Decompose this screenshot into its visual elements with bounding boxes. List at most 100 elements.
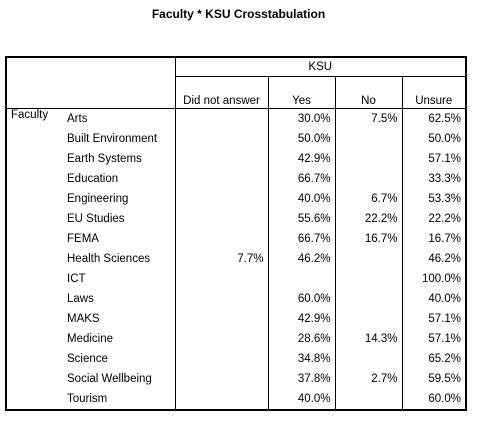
- cell-no: 14.3%: [335, 329, 403, 349]
- table-row: EU Studies 55.6% 22.2% 22.2%: [6, 209, 466, 229]
- row-label: Science: [63, 349, 176, 369]
- cell-unsure: 60.0%: [428, 393, 461, 405]
- crosstab-table: KSU Did not answer Yes No Unsure Faculty…: [5, 56, 467, 411]
- cell-did-not-answer: [175, 309, 269, 329]
- cell-did-not-answer: [175, 149, 269, 169]
- cell-yes: 28.6%: [268, 329, 336, 349]
- cell-did-not-answer: [175, 129, 269, 149]
- table-row: Science 34.8% 65.2%: [6, 349, 466, 369]
- cell-no: 7.5%: [335, 108, 403, 129]
- table-row: MAKS 42.9% 57.1%: [6, 309, 466, 329]
- row-label: Education: [63, 169, 176, 189]
- row-label: Engineering: [63, 189, 176, 209]
- cell-unsure: 59.5%: [428, 373, 461, 385]
- cell-no: 6.7%: [335, 189, 403, 209]
- table-row: Faculty Arts 30.0% 7.5% 62.5%: [6, 108, 466, 129]
- col-header-did-not-answer: Did not answer: [175, 76, 269, 109]
- cell-no: 22.2%: [335, 209, 403, 229]
- cell-unsure: 22.2%: [428, 213, 461, 225]
- row-label: Arts: [63, 108, 176, 129]
- table-row: Education 66.7% 33.3%: [6, 169, 466, 189]
- col-header-yes: Yes: [268, 76, 336, 109]
- cell-no: [335, 349, 403, 369]
- stub-header: [6, 57, 176, 109]
- cell-no: [335, 149, 403, 169]
- cell-unsure: 57.1%: [428, 333, 461, 345]
- cell-did-not-answer: [175, 269, 269, 289]
- cell-yes: 66.7%: [268, 169, 336, 189]
- cell-did-not-answer: [175, 169, 269, 189]
- row-label: ICT: [63, 269, 176, 289]
- cell-unsure: 33.3%: [428, 173, 461, 185]
- cell-yes: 55.6%: [268, 209, 336, 229]
- cell-did-not-answer: 7.7%: [175, 249, 269, 269]
- cell-did-not-answer: [175, 329, 269, 349]
- table-row: Built Environment 50.0% 50.0%: [6, 129, 466, 149]
- cell-yes: 46.2%: [268, 249, 336, 269]
- cell-unsure: 46.2%: [428, 253, 461, 265]
- row-label: Built Environment: [63, 129, 176, 149]
- cell-yes: 40.0%: [268, 389, 336, 410]
- cell-unsure: 53.3%: [428, 193, 461, 205]
- table-row: FEMA 66.7% 16.7% 16.7%: [6, 229, 466, 249]
- row-label: EU Studies: [63, 209, 176, 229]
- row-label: Health Sciences: [63, 249, 176, 269]
- row-label: Laws: [63, 289, 176, 309]
- table-row: Health Sciences 7.7% 46.2% 46.2%: [6, 249, 466, 269]
- table-body: Faculty Arts 30.0% 7.5% 62.5% Built Environme…: [6, 108, 466, 410]
- col-header-no: No: [335, 76, 403, 109]
- cell-yes: 60.0%: [268, 289, 336, 309]
- cell-yes: 40.0%: [268, 189, 336, 209]
- row-label: Tourism: [63, 389, 176, 410]
- cell-yes: 50.0%: [268, 129, 336, 149]
- col-header-label: Did not answer: [183, 95, 260, 107]
- cell-no: 2.7%: [335, 369, 403, 389]
- cell-unsure: 65.2%: [428, 353, 461, 365]
- cell-unsure: 57.1%: [428, 153, 461, 165]
- table-title: Faculty * KSU Crosstabulation: [151, 7, 326, 21]
- cell-yes: 42.9%: [268, 149, 336, 169]
- table-row: Social Wellbeing 37.8% 2.7% 59.5%: [6, 369, 466, 389]
- row-label: FEMA: [63, 229, 176, 249]
- table-row: Medicine 28.6% 14.3% 57.1%: [6, 329, 466, 349]
- cell-no: [335, 389, 403, 410]
- table-row: Laws 60.0% 40.0%: [6, 289, 466, 309]
- cell-unsure: 40.0%: [428, 293, 461, 305]
- cell-yes: 42.9%: [268, 309, 336, 329]
- row-label: Medicine: [63, 329, 176, 349]
- cell-unsure: 62.5%: [428, 113, 461, 125]
- cell-no: 16.7%: [335, 229, 403, 249]
- table-row: Engineering 40.0% 6.7% 53.3%: [6, 189, 466, 209]
- table-row: Tourism 40.0% 60.0%: [6, 389, 466, 410]
- cell-no: [335, 169, 403, 189]
- cell-yes: 30.0%: [268, 108, 336, 129]
- cell-did-not-answer: [175, 389, 269, 410]
- cell-did-not-answer: [175, 349, 269, 369]
- cell-no: [335, 129, 403, 149]
- row-variable-label: Faculty: [11, 109, 49, 121]
- cell-did-not-answer: [175, 369, 269, 389]
- cell-did-not-answer: [175, 229, 269, 249]
- row-label: Social Wellbeing: [63, 369, 176, 389]
- cell-yes: 37.8%: [268, 369, 336, 389]
- cell-unsure: 100.0%: [421, 273, 461, 285]
- cell-no: [335, 269, 403, 289]
- cell-unsure: 50.0%: [428, 133, 461, 145]
- cell-unsure: 57.1%: [428, 313, 461, 325]
- cell-unsure: 16.7%: [428, 233, 461, 245]
- table-row: ICT 100.0%: [6, 269, 466, 289]
- table-row: Earth Systems 42.9% 57.1%: [6, 149, 466, 169]
- cell-did-not-answer: [175, 209, 269, 229]
- cell-yes: 66.7%: [268, 229, 336, 249]
- cell-yes: [268, 269, 336, 289]
- cell-no: [335, 309, 403, 329]
- ksu-header: KSU: [175, 57, 466, 77]
- cell-did-not-answer: [175, 189, 269, 209]
- cell-no: [335, 249, 403, 269]
- row-label: Earth Systems: [63, 149, 176, 169]
- cell-yes: 34.8%: [268, 349, 336, 369]
- row-label: MAKS: [63, 309, 176, 329]
- cell-did-not-answer: [175, 289, 269, 309]
- col-header-unsure: Unsure: [402, 76, 466, 109]
- cell-no: [335, 289, 403, 309]
